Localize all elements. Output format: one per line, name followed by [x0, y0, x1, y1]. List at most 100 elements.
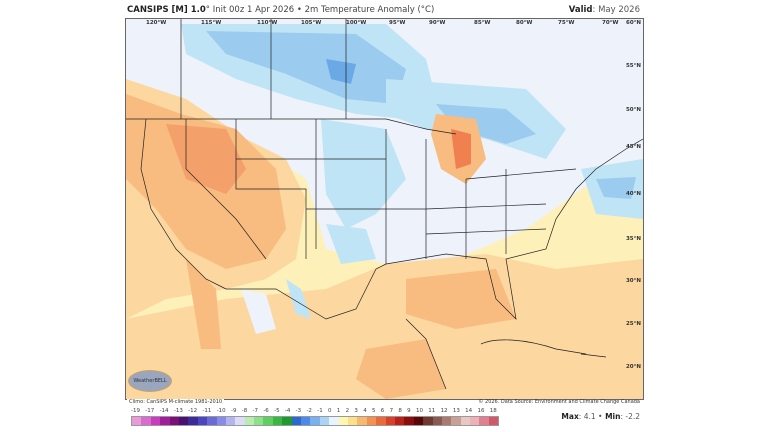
colorbar-swatch: [460, 417, 471, 425]
colorbar-swatch: [150, 417, 161, 425]
colorbar-tick: 18: [489, 408, 497, 414]
colorbar-swatch: [310, 417, 320, 425]
colorbar-swatch: [141, 417, 151, 425]
colorbar-swatch: [244, 417, 255, 425]
colorbar-tick: 2: [345, 408, 350, 414]
colorbar-tick: 0: [328, 408, 332, 414]
colorbar-swatch: [235, 417, 245, 425]
colorbar-tick: 16: [477, 408, 485, 414]
lon-label: 95°W: [389, 20, 406, 26]
lat-label: 20°N: [625, 364, 641, 370]
lon-label: 90°W: [429, 20, 446, 26]
colorbar-swatch: [169, 417, 179, 425]
lon-label: 100°W: [346, 20, 367, 26]
colorbar-tick: -1: [317, 408, 323, 414]
map-title: CANSIPS [M] 1.0° Init 00z 1 Apr 2026 • 2…: [127, 5, 435, 15]
colorbar-swatch: [329, 417, 339, 425]
lon-label: 115°W: [201, 20, 222, 26]
lat-label-top: 60°N: [626, 20, 642, 26]
model-name: CANSIPS [M] 1.0: [127, 5, 206, 15]
colorbar-tick: -11: [202, 408, 212, 414]
map-subtitle: Init 00z 1 Apr 2026 • 2m Temperature Ano…: [212, 5, 435, 15]
lat-label: 25°N: [625, 321, 641, 327]
colorbar-tick: 10: [415, 408, 423, 414]
colorbar-swatch: [451, 417, 461, 425]
colorbar-tick: -17: [145, 408, 155, 414]
colorbar-tick: 11: [428, 408, 436, 414]
colorbar-swatch: [301, 417, 311, 425]
colorbar-tick: -6: [263, 408, 269, 414]
lon-label: 75°W: [558, 20, 575, 26]
colorbar-tick: 4: [363, 408, 367, 414]
colorbar-swatch: [488, 417, 499, 425]
map-shading: [126, 19, 643, 399]
colorbar-swatch: [385, 417, 395, 425]
colorbar-swatch: [282, 417, 292, 425]
lon-label: 110°W: [257, 20, 278, 26]
colorbar-tick: 3: [354, 408, 358, 414]
temperature-anomaly-map[interactable]: 120°W 115°W 110°W 105°W 100°W 95°W 90°W …: [125, 18, 644, 400]
colorbar-swatch: [357, 417, 367, 425]
lat-label: 30°N: [625, 278, 641, 284]
colorbar-swatch: [254, 417, 264, 425]
lat-label: 45°N: [625, 144, 641, 150]
colorbar-swatch: [319, 417, 330, 425]
colorbar-swatch: [376, 417, 386, 425]
colorbar-tick: 7: [389, 408, 394, 414]
lat-label: 40°N: [625, 191, 641, 197]
lat-label: 35°N: [625, 236, 641, 242]
colorbar-tick: -10: [216, 408, 226, 414]
colorbar-swatch: [479, 417, 489, 425]
colorbar-tick: -13: [173, 408, 183, 414]
lon-label: 105°W: [301, 20, 322, 26]
colorbar-tick: -14: [159, 408, 169, 414]
colorbar-swatch: [263, 417, 273, 425]
lat-label: 55°N: [625, 63, 641, 69]
colorbar: [131, 416, 499, 426]
colorbar-swatch: [178, 417, 189, 425]
colorbar-tick: -12: [188, 408, 198, 414]
colorbar-swatch: [216, 417, 226, 425]
colorbar-swatch: [423, 417, 433, 425]
colorbar-tick: -19: [131, 408, 140, 414]
colorbar-swatch: [188, 417, 198, 425]
colorbar-swatch: [197, 417, 208, 425]
colorbar-tick: -7: [252, 408, 259, 414]
colorbar-swatch: [413, 417, 424, 425]
colorbar-tick-labels: -19 -17 -14 -13 -12 -11 -10 -9 -8 -7 -6 -5 -4 -3 -2 -1 0…: [131, 408, 497, 415]
colorbar-swatch: [160, 417, 170, 425]
colorbar-swatch: [225, 417, 236, 425]
colorbar-tick: 8: [398, 408, 402, 414]
colorbar-swatch: [441, 417, 452, 425]
colorbar-swatch: [470, 417, 480, 425]
colorbar-tick: 12: [440, 408, 448, 414]
climatology-note: Climo: CanSIPS M-climate 1981-2010: [127, 399, 225, 405]
lon-label: 120°W: [146, 20, 167, 26]
colorbar-tick: 13: [452, 408, 460, 414]
colorbar-tick: -9: [230, 408, 237, 414]
colorbar-swatch: [291, 417, 302, 425]
colorbar-swatch: [404, 417, 414, 425]
data-source-note: © 2026. Data Source: Environment and Cli…: [478, 399, 640, 405]
map-title-bar: CANSIPS [M] 1.0° Init 00z 1 Apr 2026 • 2…: [127, 5, 642, 19]
colorbar-tick: -8: [241, 408, 248, 414]
colorbar-tick: 14: [465, 408, 473, 414]
colorbar-swatch: [347, 417, 358, 425]
valid-date: Valid: May 2026: [568, 5, 640, 15]
colorbar-swatch: [132, 417, 142, 425]
colorbar-tick: 9: [407, 408, 411, 414]
colorbar-tick: -4: [284, 408, 291, 414]
colorbar-tick: -5: [274, 408, 280, 414]
colorbar-tick: -2: [306, 408, 312, 414]
colorbar-swatch: [272, 417, 283, 425]
colorbar-tick: 5: [371, 408, 376, 414]
colorbar-tick: 6: [380, 408, 385, 414]
weatherbell-logo: WeatherBELL: [128, 370, 172, 392]
colorbar-tick: -3: [295, 408, 302, 414]
max-min-summary: Max: 4.1 • Min: -2.2: [561, 412, 640, 421]
colorbar-tick: 1: [336, 408, 341, 414]
colorbar-swatch: [394, 417, 405, 425]
colorbar-swatch: [338, 417, 348, 425]
lon-label: 85°W: [474, 20, 491, 26]
lon-label: 80°W: [516, 20, 533, 26]
